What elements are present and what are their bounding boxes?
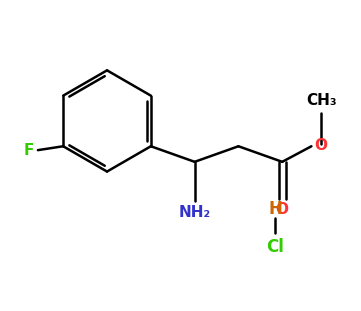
Text: O: O <box>315 138 328 153</box>
Text: H: H <box>269 200 282 217</box>
Text: NH₂: NH₂ <box>179 205 211 220</box>
Text: O: O <box>276 202 289 217</box>
Text: Cl: Cl <box>266 239 284 257</box>
Text: F: F <box>24 143 34 158</box>
Text: CH₃: CH₃ <box>306 93 336 108</box>
